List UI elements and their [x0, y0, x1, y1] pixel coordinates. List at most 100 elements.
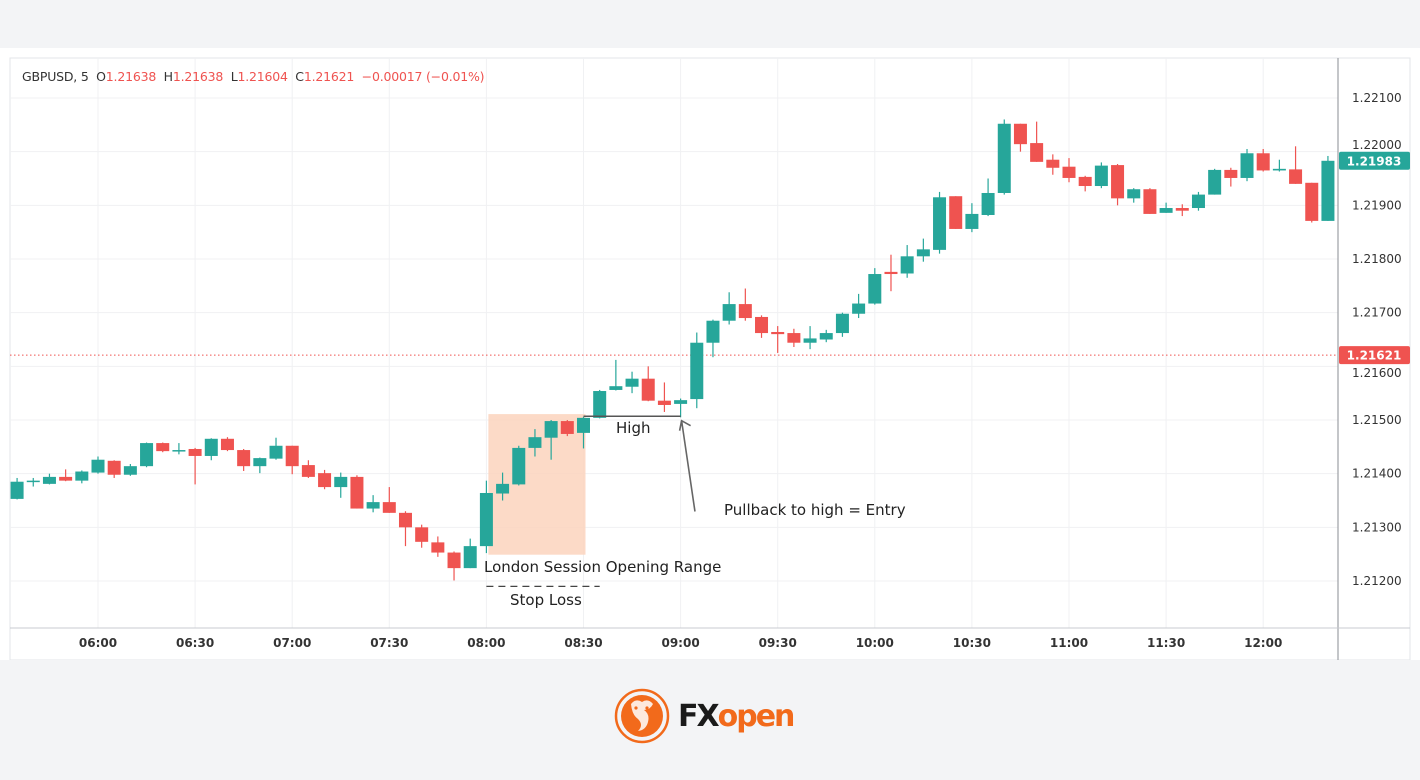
candle-up [269, 445, 283, 459]
candle-up [26, 480, 40, 483]
candle-down [1224, 169, 1238, 178]
candle-down [398, 512, 412, 528]
candle-up [900, 256, 914, 274]
x-tick-label: 11:00 [1050, 636, 1088, 650]
close-value: 1.21621 [303, 69, 355, 84]
candle-up [674, 400, 688, 404]
candle-down [755, 316, 769, 334]
candle-up [706, 320, 720, 343]
y-tick-label: 1.21600 [1352, 366, 1402, 380]
entry-arrowhead-icon [678, 419, 691, 431]
candle-down [1078, 176, 1092, 187]
footer [0, 660, 1420, 780]
candle-up [868, 274, 882, 304]
x-tick-label: 10:00 [856, 636, 894, 650]
candle-down [301, 465, 315, 477]
candle-up [835, 313, 849, 334]
last-price-badge [1339, 151, 1410, 170]
candle-down [188, 448, 202, 456]
candle-up [722, 304, 736, 321]
candle-up [803, 338, 817, 343]
candle-up [997, 123, 1011, 193]
candle-up [1240, 153, 1254, 178]
open-label: O [96, 69, 106, 84]
fxopen-logo: FXopen [614, 688, 795, 744]
tiger-emblem-icon [614, 688, 670, 744]
candle-up [544, 421, 558, 438]
candle-up [609, 386, 623, 390]
candle-up [1191, 194, 1205, 209]
candle-up [42, 476, 56, 484]
current-price-badge [1339, 346, 1410, 365]
candle-down [738, 304, 752, 319]
x-tick-label: 09:30 [759, 636, 797, 650]
candle-down [641, 378, 655, 401]
candle-up [204, 438, 218, 456]
opening-range-label: London Session Opening Range [484, 558, 722, 576]
x-tick-label: 07:00 [273, 636, 311, 650]
chart-frame [9, 57, 1411, 660]
low-label: L [230, 69, 238, 84]
high-value: 1.21638 [172, 69, 224, 84]
candle-down [415, 527, 429, 542]
candle-up [1159, 208, 1173, 213]
x-tick-label: 07:30 [370, 636, 408, 650]
y-tick-label: 1.21300 [1352, 520, 1402, 534]
candle-up [819, 333, 833, 340]
candle-up [852, 303, 866, 314]
candle-down [156, 443, 170, 452]
candle-down [220, 438, 234, 451]
x-tick-label: 11:30 [1147, 636, 1185, 650]
candle-up [512, 447, 526, 485]
candle-up [463, 546, 477, 569]
y-tick-label: 1.21800 [1352, 252, 1402, 266]
candlestick-chart[interactable]: 1.21200 1.21300 1.21400 1.21500 1.21600 1.217… [0, 0, 1420, 660]
candle-up [577, 417, 590, 433]
y-tick-label: 1.21400 [1352, 467, 1402, 481]
candle-up [1321, 160, 1335, 221]
x-tick-label: 08:30 [564, 636, 602, 650]
candle-up [916, 249, 930, 257]
x-tick-label: 06:00 [79, 636, 117, 650]
candle-down [884, 271, 898, 275]
change-value: −0.00017 (−0.01%) [361, 69, 485, 84]
candle-up [1094, 165, 1108, 187]
candle-up [496, 483, 510, 494]
current-price-text: 1.21621 [1347, 349, 1402, 363]
candle-up [75, 471, 89, 481]
candle-down [285, 445, 299, 467]
high-label: High [616, 419, 651, 437]
candle-up [965, 213, 979, 229]
candle-up [1127, 189, 1141, 199]
candle-up [123, 466, 137, 475]
candle-down [1289, 169, 1303, 184]
entry-label: Pullback to high = Entry [724, 501, 906, 519]
candle-up [366, 502, 380, 509]
x-tick-label: 10:30 [953, 636, 991, 650]
y-tick-label: 1.21700 [1352, 306, 1402, 320]
entry-arrow-line [680, 420, 696, 512]
y-tick-label: 1.21200 [1352, 574, 1402, 588]
candle-down [431, 542, 445, 553]
low-value: 1.21604 [237, 69, 288, 84]
candle-down [949, 196, 963, 229]
candle-down [1256, 153, 1270, 171]
candle-up [172, 450, 186, 452]
candle-up [1208, 169, 1222, 195]
candle-down [771, 331, 785, 335]
candle-down [237, 450, 251, 467]
candle-down [1175, 208, 1189, 211]
stop-loss-label: Stop Loss [510, 591, 582, 609]
candle-down [1046, 159, 1060, 168]
candle-up [593, 391, 607, 418]
x-tick-label: 08:00 [467, 636, 505, 650]
candle-down [350, 476, 364, 509]
candle-down [1013, 123, 1027, 145]
y-tick-label: 1.22000 [1352, 138, 1402, 152]
candle-down [59, 476, 73, 481]
candle-down [657, 400, 671, 405]
candle-down [107, 460, 121, 475]
y-tick-label: 1.22100 [1352, 91, 1402, 105]
candle-down [382, 502, 396, 513]
candle-down [1305, 182, 1319, 221]
